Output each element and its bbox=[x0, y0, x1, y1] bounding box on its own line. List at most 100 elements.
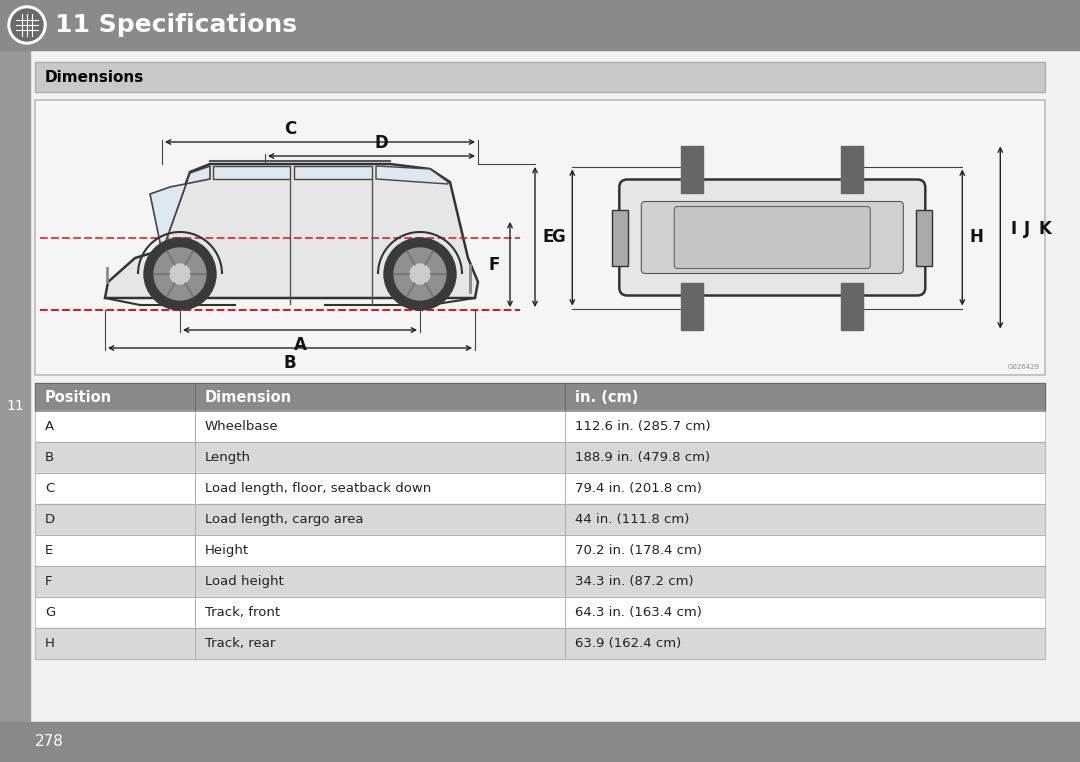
Bar bbox=[35, 62, 1045, 92]
Text: H: H bbox=[970, 229, 983, 246]
Bar bbox=[565, 411, 1045, 442]
Bar bbox=[565, 442, 1045, 473]
Bar bbox=[612, 210, 629, 265]
FancyBboxPatch shape bbox=[674, 207, 870, 268]
Text: G: G bbox=[552, 229, 565, 246]
Text: D: D bbox=[375, 134, 389, 152]
Bar bbox=[195, 628, 565, 659]
Bar bbox=[35, 442, 195, 473]
Polygon shape bbox=[105, 164, 478, 298]
Bar bbox=[565, 442, 1045, 473]
Bar bbox=[195, 504, 565, 535]
Bar bbox=[0, 50, 30, 722]
FancyBboxPatch shape bbox=[619, 180, 926, 296]
Text: 79.4 in. (201.8 cm): 79.4 in. (201.8 cm) bbox=[575, 482, 702, 495]
Bar bbox=[35, 628, 195, 659]
Bar bbox=[35, 473, 195, 504]
Circle shape bbox=[8, 6, 46, 44]
Bar bbox=[565, 473, 1045, 504]
Bar bbox=[195, 442, 565, 473]
Bar bbox=[195, 504, 565, 535]
Bar bbox=[195, 473, 565, 504]
Bar bbox=[565, 566, 1045, 597]
Bar bbox=[195, 383, 565, 411]
Bar bbox=[195, 383, 565, 411]
Text: Wheelbase: Wheelbase bbox=[205, 420, 279, 433]
Bar bbox=[565, 597, 1045, 628]
Bar bbox=[35, 442, 195, 473]
Bar bbox=[35, 597, 195, 628]
Bar bbox=[35, 628, 195, 659]
Text: G: G bbox=[45, 606, 55, 619]
Polygon shape bbox=[294, 166, 372, 179]
Text: Dimension: Dimension bbox=[205, 389, 292, 405]
Bar bbox=[35, 597, 195, 628]
FancyBboxPatch shape bbox=[642, 201, 903, 274]
Text: Load length, floor, seatback down: Load length, floor, seatback down bbox=[205, 482, 431, 495]
Bar bbox=[35, 383, 195, 411]
Text: Track, rear: Track, rear bbox=[205, 637, 275, 650]
Circle shape bbox=[394, 248, 446, 300]
Text: D: D bbox=[45, 513, 55, 526]
Bar bbox=[565, 411, 1045, 442]
Bar bbox=[195, 597, 565, 628]
Circle shape bbox=[11, 9, 43, 41]
Text: 63.9 (162.4 cm): 63.9 (162.4 cm) bbox=[575, 637, 681, 650]
Text: E: E bbox=[45, 544, 53, 557]
Circle shape bbox=[384, 238, 456, 310]
Polygon shape bbox=[376, 166, 448, 184]
Polygon shape bbox=[213, 166, 291, 179]
Bar bbox=[841, 283, 863, 329]
Circle shape bbox=[170, 264, 190, 284]
Text: Load height: Load height bbox=[205, 575, 284, 588]
Text: Position: Position bbox=[45, 389, 112, 405]
Bar bbox=[195, 566, 565, 597]
Bar bbox=[681, 283, 703, 329]
Text: 112.6 in. (285.7 cm): 112.6 in. (285.7 cm) bbox=[575, 420, 711, 433]
Text: 11 Specifications: 11 Specifications bbox=[55, 13, 297, 37]
Bar bbox=[195, 473, 565, 504]
Bar bbox=[565, 383, 1045, 411]
Bar bbox=[195, 411, 565, 442]
Text: J: J bbox=[1024, 220, 1030, 239]
Bar bbox=[195, 597, 565, 628]
Bar bbox=[35, 535, 195, 566]
Text: 64.3 in. (163.4 cm): 64.3 in. (163.4 cm) bbox=[575, 606, 702, 619]
Bar bbox=[195, 566, 565, 597]
Text: B: B bbox=[45, 451, 54, 464]
Polygon shape bbox=[150, 166, 210, 252]
Bar bbox=[35, 411, 195, 442]
Bar bbox=[0, 0, 1080, 50]
Bar bbox=[195, 628, 565, 659]
Circle shape bbox=[154, 248, 206, 300]
Bar bbox=[0, 722, 1080, 762]
Text: I: I bbox=[1010, 220, 1016, 239]
Bar bbox=[916, 210, 932, 265]
Bar bbox=[35, 100, 1045, 375]
Text: A: A bbox=[45, 420, 54, 433]
Bar bbox=[35, 504, 195, 535]
Text: H: H bbox=[45, 637, 55, 650]
Text: C: C bbox=[45, 482, 54, 495]
Bar bbox=[565, 535, 1045, 566]
Bar bbox=[565, 383, 1045, 411]
Text: B: B bbox=[284, 354, 296, 372]
Text: 11: 11 bbox=[6, 399, 24, 413]
Bar bbox=[681, 146, 703, 193]
Bar bbox=[35, 62, 1045, 92]
Bar bbox=[35, 411, 195, 442]
Text: Load length, cargo area: Load length, cargo area bbox=[205, 513, 364, 526]
Text: 278: 278 bbox=[35, 735, 64, 750]
Text: F: F bbox=[488, 255, 500, 274]
Circle shape bbox=[144, 238, 216, 310]
Text: 44 in. (111.8 cm): 44 in. (111.8 cm) bbox=[575, 513, 689, 526]
Bar bbox=[841, 146, 863, 193]
Bar bbox=[565, 535, 1045, 566]
Text: 188.9 in. (479.8 cm): 188.9 in. (479.8 cm) bbox=[575, 451, 711, 464]
Bar bbox=[195, 535, 565, 566]
Bar bbox=[565, 597, 1045, 628]
Circle shape bbox=[410, 264, 430, 284]
Bar bbox=[35, 100, 1045, 375]
Text: Track, front: Track, front bbox=[205, 606, 280, 619]
Bar bbox=[565, 473, 1045, 504]
